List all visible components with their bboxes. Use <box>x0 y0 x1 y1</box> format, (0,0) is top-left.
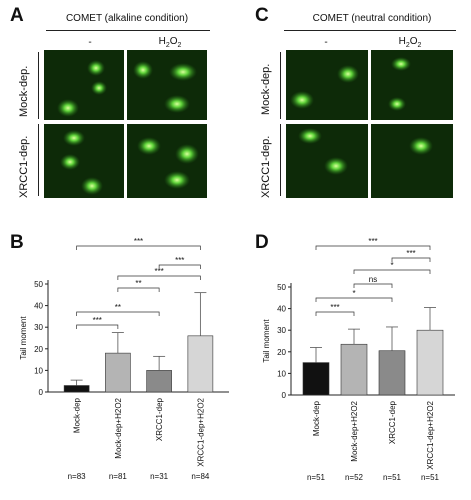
panel-letter-a: A <box>10 5 24 26</box>
row-label-c-mock: Mock-dep. <box>260 63 272 115</box>
significance-label: *** <box>368 237 377 246</box>
col-label-a-control: - <box>88 37 92 48</box>
comet-title-c: COMET (neutral condition) <box>312 13 432 24</box>
significance-bracket <box>353 283 393 288</box>
x-tick-label: Mock-dep+H2O2 <box>350 400 359 461</box>
significance-label: *** <box>134 237 143 246</box>
significance-label: ** <box>115 303 121 312</box>
row-bracket-c-mock <box>280 52 281 119</box>
significance-label: *** <box>175 256 184 265</box>
comet-title-a: COMET (alkaline condition) <box>65 13 189 24</box>
title-underline-a <box>46 30 210 31</box>
y-tick-label: 10 <box>34 366 43 375</box>
comet-image-a-mock-control <box>44 50 124 120</box>
row-bracket-a-xrcc1 <box>38 124 39 196</box>
panel-letter-d: D <box>255 232 269 253</box>
sample-size-label: n=84 <box>191 472 210 481</box>
x-tick-label: XRCC1-dep <box>155 397 164 441</box>
col-label-a-h2o2: H2O2 <box>158 36 182 49</box>
bar <box>105 352 131 393</box>
significance-label: * <box>352 289 355 298</box>
bar <box>378 350 406 396</box>
significance-label: *** <box>330 303 339 312</box>
comet-image-c-mock-control <box>286 50 368 120</box>
title-underline-c <box>284 30 456 31</box>
comet-image-a-xrcc1-control <box>44 124 124 198</box>
bar <box>416 329 444 396</box>
y-tick-label: 20 <box>34 345 43 354</box>
comet-image-c-xrcc1-control <box>286 124 368 198</box>
y-tick-label: 30 <box>277 326 286 335</box>
significance-label: *** <box>406 249 415 258</box>
x-tick-label: XRCC1-dep <box>388 400 397 444</box>
significance-label: ** <box>135 279 141 288</box>
tail-moment-chart-b: 0 10 20 30 40 50 Tail moment Mock-dep n=83 Mock-d… <box>19 237 229 481</box>
y-tick-label: 0 <box>39 388 44 397</box>
bar <box>340 343 368 396</box>
significance-bracket <box>117 275 201 280</box>
bar <box>187 335 214 393</box>
y-tick-label: 10 <box>277 369 286 378</box>
y-axis-label: Tail moment <box>262 319 271 363</box>
x-tick-label: Mock-dep <box>312 400 321 436</box>
significance-bracket <box>391 257 431 262</box>
sample-size-label: n=81 <box>109 472 128 481</box>
significance-bracket <box>315 311 355 316</box>
panel-letter-b: B <box>10 232 24 253</box>
row-label-c-xrcc1: XRCC1-dep. <box>260 135 272 198</box>
bar <box>146 370 172 393</box>
significance-bracket <box>76 311 160 316</box>
y-tick-label: 20 <box>277 348 286 357</box>
y-tick-label: 30 <box>34 323 43 332</box>
comet-image-a-mock-h2o2 <box>127 50 207 120</box>
sample-size-label: n=83 <box>68 472 87 481</box>
sample-size-label: n=51 <box>307 473 326 482</box>
significance-label: * <box>390 261 393 270</box>
x-tick-label: XRCC1-dep+H2O2 <box>426 400 435 469</box>
tail-moment-chart-d: 0 10 20 30 40 50 Tail moment Mock-dep n=51 Mock-d… <box>262 237 455 482</box>
row-label-a-mock: Mock-dep. <box>18 65 30 117</box>
sample-size-label: n=51 <box>383 473 402 482</box>
significance-bracket <box>315 245 431 250</box>
y-axis-label: Tail moment <box>19 316 28 360</box>
y-tick-label: 50 <box>34 280 43 289</box>
row-bracket-a-mock <box>38 52 39 119</box>
significance-bracket <box>353 269 431 274</box>
significance-label: ns <box>369 275 377 284</box>
significance-bracket <box>76 245 201 250</box>
bar <box>302 362 330 396</box>
y-tick-label: 50 <box>277 283 286 292</box>
x-tick-label: Mock-dep <box>73 397 82 433</box>
comet-image-a-xrcc1-h2o2 <box>127 124 207 198</box>
y-tick-label: 0 <box>282 391 287 400</box>
y-tick-label: 40 <box>34 302 43 311</box>
significance-label: *** <box>93 316 102 325</box>
comet-image-c-mock-h2o2 <box>371 50 453 120</box>
x-tick-label: Mock-dep+H2O2 <box>114 397 123 458</box>
comet-image-c-xrcc1-h2o2 <box>371 124 453 198</box>
significance-bracket <box>158 264 201 269</box>
panel-letter-c: C <box>255 5 269 26</box>
bar <box>63 385 90 393</box>
col-label-c-h2o2: H2O2 <box>398 36 422 49</box>
row-label-a-xrcc1: XRCC1-dep. <box>18 135 30 198</box>
col-label-c-control: - <box>324 37 328 48</box>
significance-bracket <box>117 287 160 292</box>
x-tick-label: XRCC1-dep+H2O2 <box>196 397 205 466</box>
sample-size-label: n=52 <box>345 473 364 482</box>
significance-label: *** <box>154 267 163 276</box>
significance-bracket <box>315 297 393 302</box>
significance-bracket <box>76 324 119 329</box>
sample-size-label: n=31 <box>150 472 169 481</box>
y-tick-label: 40 <box>277 305 286 314</box>
sample-size-label: n=51 <box>421 473 440 482</box>
row-bracket-c-xrcc1 <box>280 124 281 196</box>
